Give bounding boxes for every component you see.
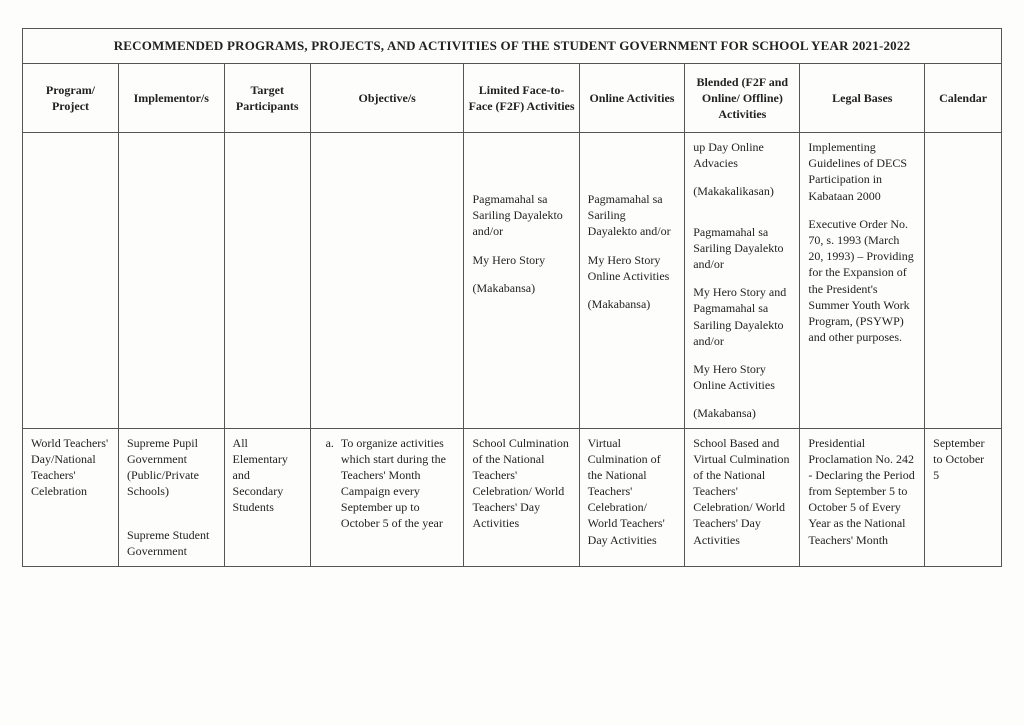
cell-f2f: Pagmamahal sa Sariling Dayalekto and/or …: [464, 133, 579, 428]
text: Supreme Pupil Government (Public/Private…: [127, 435, 216, 500]
text: My Hero Story Online Activities: [588, 252, 677, 284]
text: My Hero Story Online Activities: [693, 361, 791, 393]
text: Pagmamahal sa Sariling Dayalekto and/or: [693, 224, 791, 273]
table-row: Pagmamahal sa Sariling Dayalekto and/or …: [23, 133, 1002, 428]
text: Pagmamahal sa Sariling Dayalekto and/or: [588, 191, 677, 240]
text: Executive Order No. 70, s. 1993 (March 2…: [808, 216, 916, 346]
text: (Makabansa): [693, 405, 791, 421]
text: up Day Online Advacies: [693, 139, 791, 171]
cell-f2f: School Culmination of the National Teach…: [464, 428, 579, 566]
text: My Hero Story: [472, 252, 570, 268]
cell-legal: Presidential Proclamation No. 242 - Decl…: [800, 428, 925, 566]
table-row: World Teachers' Day/National Teachers' C…: [23, 428, 1002, 566]
cell-program: World Teachers' Day/National Teachers' C…: [23, 428, 119, 566]
cell-implementor: Supreme Pupil Government (Public/Private…: [118, 428, 224, 566]
table-header-row: Program/ Project Implementor/s Target Pa…: [23, 63, 1002, 133]
cell-blended: School Based and Virtual Culmination of …: [685, 428, 800, 566]
text: Implementing Guidelines of DECS Particip…: [808, 139, 916, 204]
cell-program: [23, 133, 119, 428]
col-online: Online Activities: [579, 63, 685, 133]
col-blended: Blended (F2F and Online/ Offline) Activi…: [685, 63, 800, 133]
cell-objectives: [310, 133, 464, 428]
cell-calendar: September to October 5: [925, 428, 1002, 566]
cell-participants: [224, 133, 310, 428]
cell-online: Pagmamahal sa Sariling Dayalekto and/or …: [579, 133, 685, 428]
text: Supreme Student Government: [127, 527, 216, 559]
cell-calendar: [925, 133, 1002, 428]
text: Pagmamahal sa Sariling Dayalekto and/or: [472, 191, 570, 240]
text: (Makakalikasan): [693, 183, 791, 199]
cell-online: Virtual Culmination of the National Teac…: [579, 428, 685, 566]
text: My Hero Story and Pagmamahal sa Sariling…: [693, 284, 791, 349]
text: (Makabansa): [472, 280, 570, 296]
cell-implementor: [118, 133, 224, 428]
col-legal: Legal Bases: [800, 63, 925, 133]
cell-objectives: To organize activities which start durin…: [310, 428, 464, 566]
col-implementor: Implementor/s: [118, 63, 224, 133]
objective-item: To organize activities which start durin…: [337, 435, 456, 532]
table-title: RECOMMENDED PROGRAMS, PROJECTS, AND ACTI…: [23, 29, 1002, 64]
col-program: Program/ Project: [23, 63, 119, 133]
text: (Makabansa): [588, 296, 677, 312]
col-f2f: Limited Face-to-Face (F2F) Activities: [464, 63, 579, 133]
col-objectives: Objective/s: [310, 63, 464, 133]
cell-legal: Implementing Guidelines of DECS Particip…: [800, 133, 925, 428]
col-calendar: Calendar: [925, 63, 1002, 133]
cell-blended: up Day Online Advacies (Makakalikasan) P…: [685, 133, 800, 428]
col-participants: Target Participants: [224, 63, 310, 133]
cell-participants: All Elementary and Secondary Students: [224, 428, 310, 566]
document-page: RECOMMENDED PROGRAMS, PROJECTS, AND ACTI…: [0, 0, 1024, 725]
programs-table: RECOMMENDED PROGRAMS, PROJECTS, AND ACTI…: [22, 28, 1002, 567]
